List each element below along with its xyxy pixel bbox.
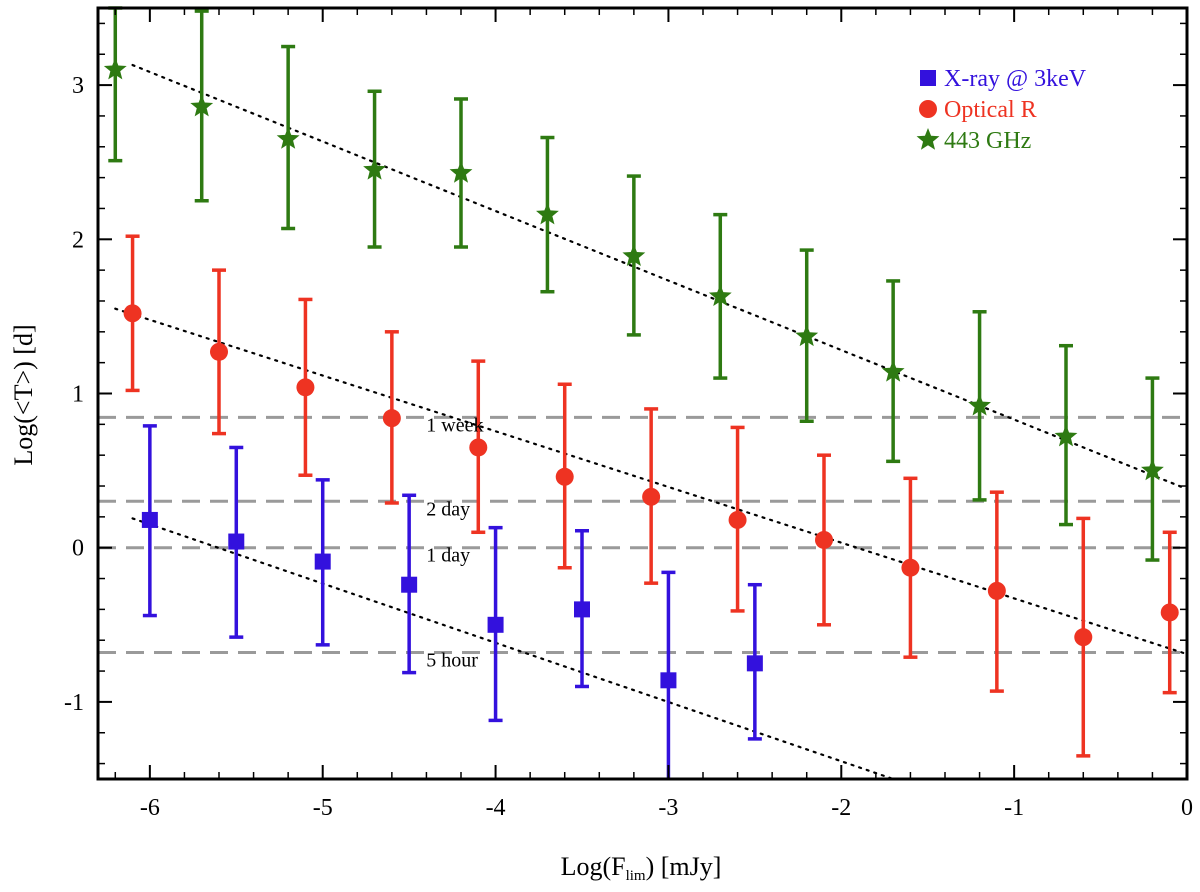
circle-marker: [1074, 628, 1093, 647]
square-marker: [746, 655, 763, 672]
circle-marker: [382, 409, 401, 428]
square-marker: [228, 533, 245, 550]
star-marker: [1141, 458, 1164, 481]
square-marker: [660, 672, 677, 689]
legend-item: Optical R: [919, 97, 1037, 123]
x-axis-title: Log(Flim) [mJy]: [561, 852, 722, 884]
y-tick-label: 1: [72, 382, 84, 408]
circle-marker: [1160, 603, 1179, 622]
reference-label: 2 day: [426, 498, 470, 520]
circle-marker: [210, 342, 228, 361]
circle-marker: [296, 378, 315, 397]
reference-lines: [98, 415, 1187, 655]
circle-marker: [987, 581, 1006, 600]
x-tick-label: -2: [831, 795, 851, 821]
star-marker: [190, 94, 214, 117]
axis-ticks: -6 -5 -4 -3 -2 -1 0 -1 0 1 2 3: [64, 8, 1193, 821]
reference-label: 1 day: [426, 545, 470, 567]
reference-labels: 1 week 2 day 1 day 5 hour: [426, 414, 483, 671]
x-tick-label: -6: [140, 795, 160, 821]
circle-marker: [642, 487, 661, 506]
star-marker: [363, 157, 386, 180]
y-tick-label: 3: [72, 73, 84, 99]
square-marker: [487, 616, 504, 633]
legend-circle-marker: [919, 100, 937, 118]
x-tick-label: 0: [1181, 795, 1193, 821]
x-tick-label: -1: [1004, 795, 1024, 821]
plot-frame: [96, 6, 1189, 781]
error-bars: [108, 6, 1177, 779]
star-marker: [536, 202, 559, 225]
data-markers: [103, 57, 1179, 689]
star-marker: [622, 244, 646, 266]
legend-item: X-ray @ 3keV: [920, 66, 1087, 92]
star-marker: [795, 324, 819, 347]
legend-label: Optical R: [944, 97, 1037, 123]
square-marker: [401, 576, 418, 593]
reference-label: 1 week: [426, 414, 483, 436]
y-tick-label: -1: [64, 690, 84, 716]
circle-marker: [728, 510, 747, 529]
star-marker: [881, 359, 905, 382]
circle-marker: [815, 530, 833, 549]
star-marker: [103, 57, 127, 80]
circle-marker: [555, 467, 574, 486]
y-tick-label: 0: [72, 536, 84, 562]
fit-line: [131, 63, 1187, 491]
reference-label: 5 hour: [426, 650, 478, 672]
square-marker: [314, 553, 331, 570]
star-marker: [449, 160, 473, 183]
legend-square-marker: [920, 70, 936, 86]
legend-label: X-ray @ 3keV: [944, 66, 1087, 92]
x-tick-label: -4: [486, 795, 506, 821]
circle-marker: [469, 438, 488, 457]
fit-line: [131, 517, 895, 779]
y-tick-label: 2: [72, 227, 84, 253]
legend-star-marker: [916, 128, 940, 150]
star-marker: [1054, 424, 1078, 447]
star-marker: [968, 393, 991, 416]
legend-item: 443 GHz: [916, 128, 1031, 154]
legend: X-ray @ 3keV Optical R 443 GHz: [916, 66, 1087, 154]
x-tick-label: -3: [658, 795, 678, 821]
square-marker: [574, 601, 590, 618]
y-axis-title: Log(<T>) [d]: [9, 324, 38, 465]
star-marker: [708, 284, 732, 307]
circle-marker: [123, 304, 142, 323]
circle-marker: [901, 558, 920, 577]
square-marker: [141, 511, 158, 528]
legend-label: 443 GHz: [944, 128, 1031, 154]
star-marker: [276, 127, 300, 149]
x-tick-label: -5: [313, 795, 333, 821]
